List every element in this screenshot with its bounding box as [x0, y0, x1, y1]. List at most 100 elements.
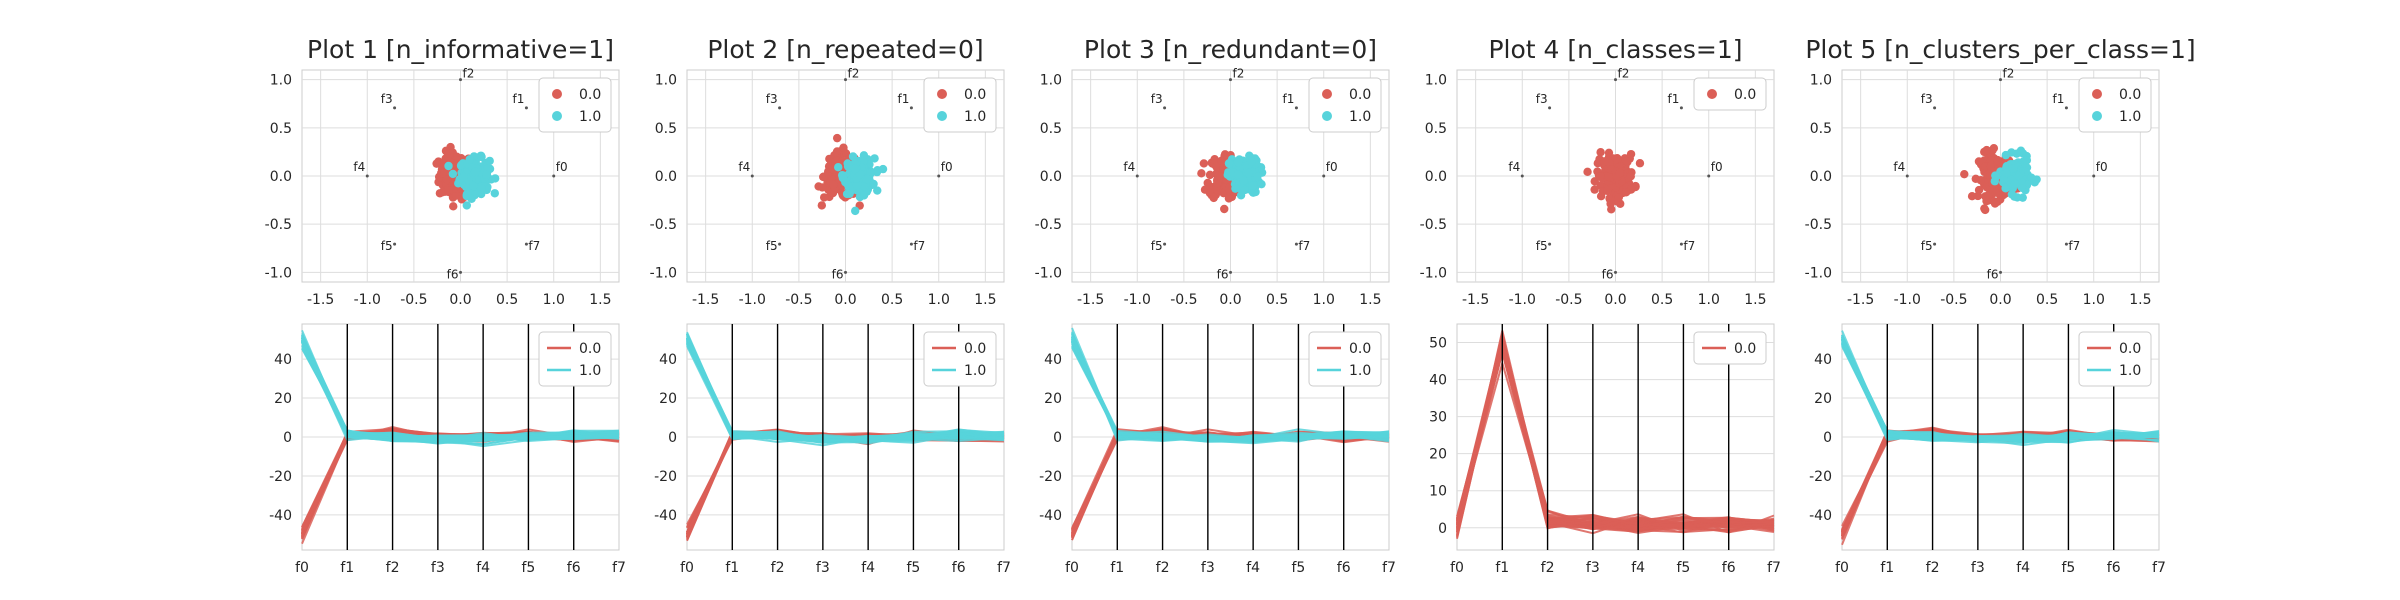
y-tick-label: 0.5: [1425, 121, 1447, 137]
anchor-label: f4: [738, 160, 750, 174]
scatter-point: [1257, 179, 1266, 189]
scatter-point: [819, 193, 829, 202]
scatter-point: [852, 180, 862, 190]
x-tick-label: 1.0: [928, 292, 950, 308]
series-line: [301, 332, 620, 443]
anchor-point: [844, 270, 847, 274]
y-tick-label: 40: [1044, 352, 1062, 368]
scatter-point: [444, 161, 453, 171]
x-tick-label: -0.5: [1940, 292, 1967, 308]
y-tick-label: 0.0: [1425, 169, 1447, 185]
radviz-panel: -1.5 -1.0 -0.5 0.0 0.5 1.0 1.5 1.0 0.5 0.0 -0.5 -1.…: [1420, 35, 1775, 308]
y-tick-label: 1.0: [655, 73, 677, 89]
x-tick-label: f3: [1586, 560, 1600, 576]
anchor-label: f4: [1508, 160, 1520, 174]
scatter-point: [477, 152, 486, 162]
y-tick-label: 1.0: [1040, 73, 1062, 89]
anchor-point: [1294, 242, 1298, 246]
y-tick-label: -0.5: [650, 217, 677, 233]
scatter-point: [1982, 145, 1991, 155]
scatter-point: [1974, 185, 1984, 195]
x-tick-label: 0.5: [1266, 292, 1288, 308]
anchor-label: f6: [832, 267, 844, 281]
scatter-point: [1990, 199, 2000, 208]
anchor-label: f3: [1921, 92, 1933, 106]
line-series-0.0: [1456, 330, 1775, 540]
scatter-point: [1635, 159, 1645, 168]
x-tick-label: 1.5: [1744, 292, 1766, 308]
legend-marker-swatch: [1707, 89, 1717, 99]
scatter-point: [1224, 159, 1234, 168]
y-tick-label: -40: [269, 508, 292, 524]
anchor-point: [1229, 78, 1232, 82]
legend-box: [1693, 331, 1767, 365]
x-tick-label: f2: [771, 560, 785, 576]
x-tick-label: f1: [725, 560, 739, 576]
y-tick-label: -0.5: [1420, 217, 1447, 233]
scatter-point: [452, 191, 461, 200]
radviz-panel: -1.5 -1.0 -0.5 0.0 0.5 1.0 1.5 1.0 0.5 0.0 -0.5 -1.…: [1035, 35, 1390, 308]
anchor-point: [365, 174, 369, 178]
anchor-point: [1135, 174, 1139, 178]
y-tick-label: 1.0: [1810, 73, 1832, 89]
scatter-series-0.0: [1583, 148, 1645, 214]
y-tick-label: 0: [668, 430, 677, 446]
scatter-point: [2007, 190, 2017, 199]
x-tick-label: -1.5: [1462, 292, 1489, 308]
x-tick-label: f3: [431, 560, 445, 576]
x-tick-label: -1.5: [307, 292, 334, 308]
y-tick-label: 20: [274, 391, 292, 407]
x-tick-label: 0.0: [834, 292, 856, 308]
x-tick-label: 1.5: [2129, 292, 2151, 308]
y-tick-label: -1.0: [265, 265, 292, 281]
legend-entry: 1.0: [579, 109, 601, 125]
y-tick-label: 0: [283, 430, 292, 446]
x-tick-label: f7: [612, 560, 626, 576]
anchor-label: f5: [1151, 239, 1163, 253]
scatter-point: [2008, 164, 2017, 173]
x-tick-label: 0.0: [449, 292, 471, 308]
line-series-1.0: [1841, 330, 2160, 447]
anchor-label: f4: [353, 160, 365, 174]
scatter-point: [1987, 156, 1996, 165]
anchor-label: f0: [1711, 160, 1723, 174]
x-tick-label: f2: [386, 560, 400, 576]
scatter-point: [850, 164, 860, 174]
anchor-point: [778, 242, 782, 246]
x-tick-label: f4: [861, 560, 875, 576]
scatter-point: [1596, 192, 1606, 201]
legend-entry: 0.0: [1349, 87, 1371, 103]
anchor-label: f5: [766, 239, 778, 253]
anchor-point: [2064, 242, 2068, 246]
y-tick-label: 40: [1814, 352, 1832, 368]
scatter-point: [829, 180, 838, 189]
anchor-label: f4: [1123, 160, 1135, 174]
y-tick-label: 0.5: [270, 121, 292, 137]
scatter-point: [482, 170, 491, 179]
scatter-point: [1976, 176, 1985, 185]
anchor-point: [1679, 242, 1683, 246]
legend-entry: 1.0: [2119, 109, 2141, 125]
x-tick-label: f6: [567, 560, 581, 576]
x-tick-label: f0: [1835, 560, 1849, 576]
x-tick-label: f7: [997, 560, 1011, 576]
x-tick-label: f6: [1722, 560, 1736, 576]
scatter-point: [2001, 150, 2010, 160]
anchor-label: f1: [1283, 92, 1295, 106]
anchor-point: [393, 242, 397, 246]
anchor-label: f0: [556, 160, 568, 174]
anchor-point: [393, 106, 397, 110]
anchor-point: [909, 106, 913, 110]
scatter-point: [1247, 157, 1256, 166]
x-tick-label: f4: [1246, 560, 1260, 576]
x-tick-label: f0: [1450, 560, 1464, 576]
scatter-point: [1991, 171, 2000, 180]
scatter-point: [1253, 172, 1262, 181]
legend-entry: 1.0: [1349, 109, 1371, 125]
y-tick-label: 40: [274, 352, 292, 368]
x-tick-label: -1.0: [739, 292, 766, 308]
legend-entry: 1.0: [2119, 363, 2141, 379]
scatter-point: [441, 146, 451, 156]
legend-box: [2078, 331, 2152, 387]
